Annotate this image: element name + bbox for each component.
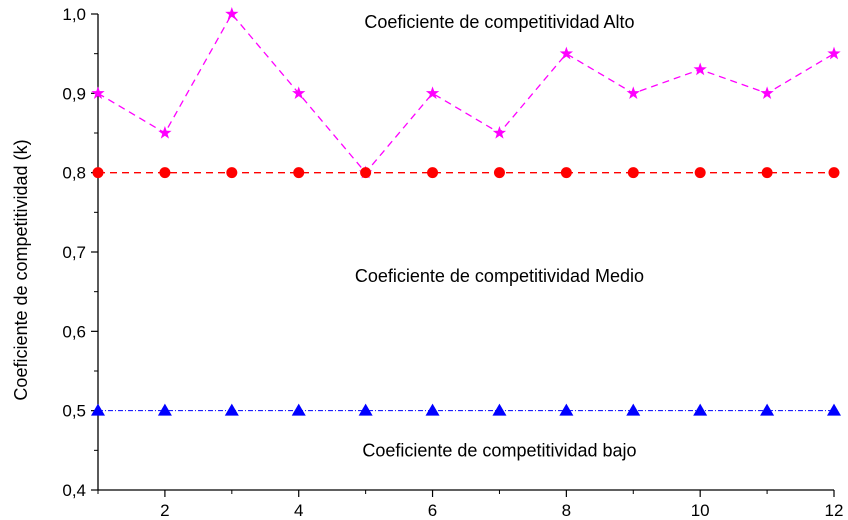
- data-point-circle: [694, 167, 706, 179]
- data-point-circle: [627, 167, 639, 179]
- data-point-circle: [828, 167, 840, 179]
- y-tick-label: 1,0: [62, 5, 86, 24]
- data-point-circle: [761, 167, 773, 179]
- data-point-triangle: [559, 403, 574, 416]
- data-point-triangle: [291, 403, 306, 416]
- x-tick-label: 6: [428, 501, 437, 520]
- x-tick-label: 4: [294, 501, 303, 520]
- y-tick-label: 0,7: [62, 243, 86, 262]
- data-point-circle: [293, 167, 305, 179]
- annotation-label: Coeficiente de competitividad Alto: [364, 12, 634, 32]
- x-tick-label: 10: [691, 501, 710, 520]
- annotations: Coeficiente de competitividad Alto Coefic…: [355, 12, 644, 460]
- axes: 0,4 0,5 0,6 0,7 0,8 0,9 1,0 2 4 6 8 10 12: [62, 5, 843, 520]
- series-1: [91, 7, 841, 179]
- x-tick-label: 12: [825, 501, 844, 520]
- data-point-star: [760, 86, 774, 99]
- data-point-triangle: [425, 403, 440, 416]
- data-point-star: [559, 46, 574, 60]
- data-point-triangle: [157, 403, 172, 416]
- y-tick-label: 0,9: [62, 84, 86, 103]
- data-point-circle: [159, 167, 171, 179]
- data-point-triangle: [91, 403, 105, 416]
- data-point-triangle: [693, 403, 708, 416]
- y-axis-label: Coeficiente de competitividad (k): [11, 139, 31, 400]
- series-line: [97, 12, 835, 174]
- series-3: [91, 403, 841, 416]
- y-tick-label: 0,4: [62, 481, 86, 500]
- data-point-circle: [427, 167, 439, 179]
- series-2: [92, 167, 840, 179]
- data-point-triangle: [626, 403, 641, 416]
- data-point-circle: [226, 167, 238, 179]
- data-point-triangle: [827, 403, 841, 416]
- annotation-label: Coeficiente de competitividad Medio: [355, 266, 644, 286]
- data-point-star: [225, 7, 239, 20]
- data-point-star: [827, 46, 841, 60]
- data-point-triangle: [492, 403, 507, 416]
- data-point-circle: [92, 167, 104, 179]
- y-tick-label: 0,6: [62, 322, 86, 341]
- data-point-circle: [560, 167, 572, 179]
- y-tick-label: 0,8: [62, 164, 86, 183]
- data-point-star: [626, 86, 640, 99]
- data-point-triangle: [358, 403, 373, 416]
- data-point-star: [693, 62, 707, 76]
- x-tick-label: 2: [160, 501, 169, 520]
- data-point-star: [91, 86, 105, 99]
- y-tick-label: 0,5: [62, 402, 86, 421]
- data-point-triangle: [760, 403, 775, 416]
- data-point-star: [158, 126, 172, 139]
- data-point-triangle: [224, 403, 239, 416]
- x-tick-label: 8: [562, 501, 571, 520]
- data-point-star: [492, 126, 507, 139]
- data-point-circle: [360, 167, 372, 179]
- annotation-label: Coeficiente de competitividad bajo: [362, 440, 636, 460]
- series-layer: [91, 7, 841, 416]
- data-point-star: [425, 86, 440, 99]
- data-point-star: [292, 86, 306, 99]
- data-point-circle: [493, 167, 505, 179]
